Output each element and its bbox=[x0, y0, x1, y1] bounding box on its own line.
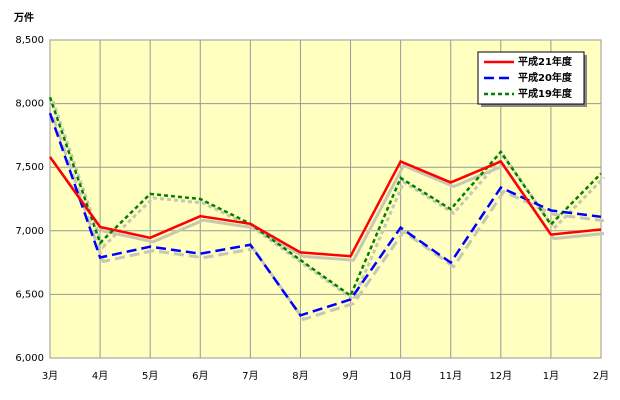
series-line bbox=[48, 96, 602, 298]
line-shadow bbox=[51, 116, 605, 322]
series-line bbox=[48, 112, 602, 317]
y-tick-label: 8,500 bbox=[15, 35, 44, 46]
x-tick-label: 11月 bbox=[439, 370, 462, 382]
legend-box bbox=[477, 51, 585, 105]
x-tick-label: 5月 bbox=[142, 370, 158, 382]
x-tick-label: 4月 bbox=[92, 370, 108, 382]
series-line bbox=[48, 156, 602, 258]
x-tick-label: 9月 bbox=[342, 370, 358, 382]
y-axis-label: 万件 bbox=[13, 11, 34, 24]
x-tick-label: 12月 bbox=[489, 370, 512, 382]
x-tick-label: 2月 bbox=[593, 370, 609, 382]
x-tick-label: 3月 bbox=[42, 370, 58, 382]
x-tick-label: 8月 bbox=[292, 370, 308, 382]
legend-label: 平成19年度 bbox=[518, 87, 573, 100]
y-tick-label: 6,500 bbox=[15, 289, 44, 300]
y-tick-label: 6,000 bbox=[15, 353, 44, 364]
y-tick-label: 8,000 bbox=[15, 99, 44, 110]
x-tick-label: 1月 bbox=[543, 370, 559, 382]
legend-label: 平成20年度 bbox=[518, 71, 573, 84]
x-tick-label: 7月 bbox=[242, 370, 258, 382]
y-tick-label: 7,000 bbox=[15, 226, 44, 237]
x-tick-label: 6月 bbox=[192, 370, 208, 382]
x-tick-label: 10月 bbox=[389, 370, 412, 382]
y-tick-label: 7,500 bbox=[15, 162, 44, 173]
legend-label: 平成21年度 bbox=[518, 55, 573, 68]
